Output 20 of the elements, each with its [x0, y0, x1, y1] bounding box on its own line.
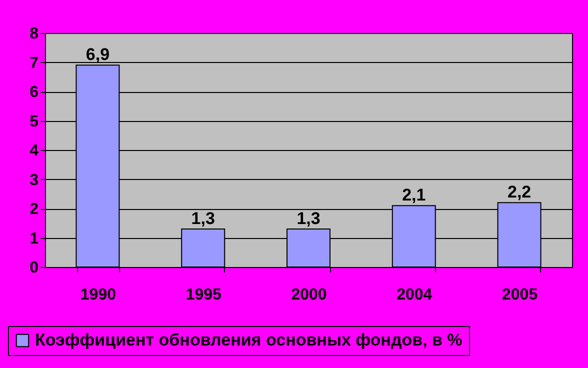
y-tick-label: 3 — [30, 172, 39, 189]
legend-label: Коэффициент обновления основных фондов, в % — [35, 330, 462, 350]
data-label: 2,2 — [507, 182, 532, 202]
data-label: 6,9 — [86, 45, 110, 64]
y-tick-label: 8 — [30, 26, 39, 42]
x-tick-label: 2005 — [502, 286, 538, 304]
data-label: 1,3 — [191, 208, 215, 228]
x-tick-label: 2000 — [291, 286, 327, 304]
x-tick-label: 1995 — [186, 286, 222, 304]
data-label: 2,1 — [402, 186, 426, 205]
x-tick-label: 2004 — [396, 286, 432, 304]
y-tick-label: 1 — [30, 230, 39, 248]
y-tick-label: 6 — [30, 84, 39, 101]
y-tick-label: 2 — [30, 201, 39, 218]
y-tick-label: 0 — [30, 260, 39, 276]
data-label: 1,3 — [296, 208, 320, 228]
x-tick-label: 1990 — [80, 286, 116, 304]
y-tick-label: 4 — [30, 142, 39, 160]
y-tick-label: 7 — [30, 54, 39, 72]
y-tick-label: 5 — [30, 113, 39, 130]
